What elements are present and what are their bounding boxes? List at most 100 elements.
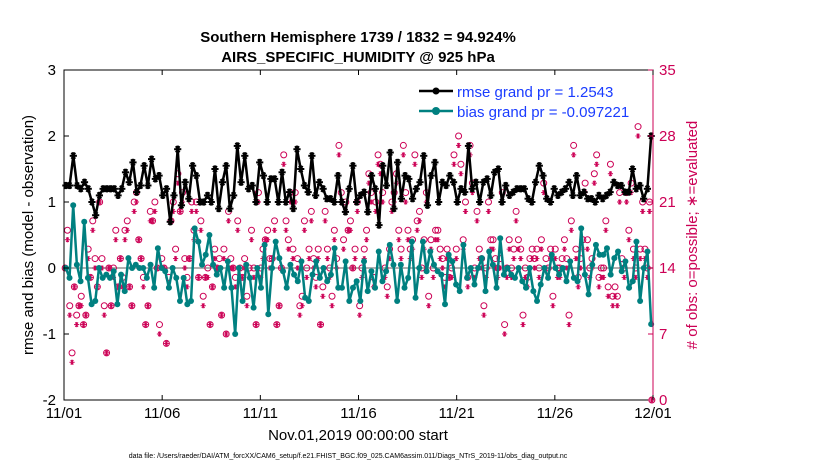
bias-point xyxy=(453,281,460,288)
obs-evaluated-point xyxy=(594,161,600,167)
obs-evaluated-point xyxy=(400,152,406,158)
bias-point xyxy=(534,298,541,304)
obs-possible-point xyxy=(514,236,522,244)
bias-point xyxy=(493,284,500,291)
obs-possible-point xyxy=(305,245,313,253)
obs-evaluated-point xyxy=(451,161,457,167)
rmse-point xyxy=(230,191,238,200)
obs-possible-point xyxy=(208,283,216,291)
obs-evaluated-point xyxy=(331,237,337,243)
obs-evaluated-point xyxy=(131,208,137,215)
obs-possible-point xyxy=(241,255,249,263)
obs-evaluated-point xyxy=(253,321,259,328)
rmse-point xyxy=(476,198,484,206)
chart-title-line2: AIRS_SPECIFIC_HUMIDITY @ 925 hPa xyxy=(221,49,495,66)
obs-possible-point xyxy=(379,189,387,197)
obs-possible-point xyxy=(275,302,283,310)
bias-point xyxy=(357,298,364,304)
rmse-point xyxy=(472,178,480,186)
obs-possible-point xyxy=(323,245,331,253)
bias-point xyxy=(600,251,607,258)
obs-evaluated-point xyxy=(244,303,250,309)
rmse-point xyxy=(636,181,644,190)
obs-possible-point xyxy=(404,226,412,234)
rmse-point xyxy=(278,168,286,176)
obs-evaluated-point xyxy=(350,265,356,271)
obs-evaluated-point xyxy=(106,265,112,271)
rmse-point xyxy=(189,162,197,170)
rmse-point xyxy=(576,191,584,200)
obs-evaluated-point xyxy=(90,227,96,233)
bias-point xyxy=(143,274,150,281)
rmse-point xyxy=(252,198,260,206)
bias-point xyxy=(324,278,331,285)
bias-point xyxy=(412,294,419,301)
obs-evaluated-point xyxy=(322,218,328,224)
obs-evaluated-point xyxy=(149,218,156,224)
rmse-point xyxy=(386,148,394,157)
bias-point xyxy=(188,298,195,304)
obs-evaluated-point xyxy=(412,161,418,167)
rmse-point xyxy=(118,185,126,193)
obs-evaluated-point xyxy=(276,303,282,309)
bias-point xyxy=(552,265,559,271)
obs-evaluated-point xyxy=(607,171,614,177)
rmse-point xyxy=(297,165,305,173)
rmse-point xyxy=(569,191,577,200)
obs-possible-point xyxy=(604,283,612,291)
rmse-point xyxy=(561,185,569,193)
obs-possible-point xyxy=(234,217,242,225)
bias-point xyxy=(305,298,312,304)
bias-point xyxy=(118,271,125,278)
obs-possible-point xyxy=(593,151,601,159)
obs-possible-point xyxy=(218,311,226,319)
rmse-point xyxy=(99,185,107,193)
bias-point xyxy=(427,248,434,255)
bias-point xyxy=(482,288,489,295)
rmse-point xyxy=(580,188,588,196)
x-tick-label: 12/01 xyxy=(634,405,672,422)
obs-possible-point xyxy=(551,245,559,253)
obs-evaluated-point xyxy=(265,237,271,243)
y-left-tick-label: -1 xyxy=(43,326,56,343)
obs-evaluated-point xyxy=(304,274,310,281)
obs-evaluated-point xyxy=(235,227,241,233)
obs-possible-point xyxy=(80,321,88,329)
obs-possible-point xyxy=(567,217,575,225)
obs-possible-point xyxy=(415,207,423,215)
rmse-point xyxy=(166,218,174,226)
obs-possible-point xyxy=(432,226,440,234)
rmse-point xyxy=(412,185,420,193)
bias-point xyxy=(77,278,84,285)
obs-evaluated-point xyxy=(458,171,464,177)
obs-possible-point xyxy=(254,189,262,197)
bias-point xyxy=(471,281,478,288)
rmse-point xyxy=(468,185,476,193)
bias-point xyxy=(519,278,526,285)
rmse-point xyxy=(613,181,622,190)
bias-point xyxy=(342,258,349,265)
obs-possible-point xyxy=(319,283,327,291)
rmse-point xyxy=(271,175,279,183)
rmse-point xyxy=(162,185,171,193)
bias-point xyxy=(250,304,257,311)
obs-evaluated-point xyxy=(301,227,308,233)
obs-possible-point xyxy=(330,226,338,234)
bias-point xyxy=(140,265,147,271)
obs-possible-point xyxy=(103,349,111,357)
obs-evaluated-point xyxy=(324,255,331,262)
obs-evaluated-point xyxy=(156,331,163,337)
obs-possible-point xyxy=(501,321,509,329)
bias-point xyxy=(309,271,316,278)
bias-point xyxy=(629,278,636,285)
obs-possible-point xyxy=(128,302,136,310)
obs-evaluated-point xyxy=(439,265,446,271)
rmse-point xyxy=(285,188,294,196)
obs-possible-point xyxy=(480,302,488,310)
obs-evaluated-point xyxy=(354,208,360,215)
legend-bias-marker xyxy=(432,107,440,115)
obs-possible-point xyxy=(123,217,131,225)
obs-evaluated-point xyxy=(230,265,236,271)
obs-possible-point xyxy=(137,255,145,263)
rmse-point xyxy=(181,178,189,186)
